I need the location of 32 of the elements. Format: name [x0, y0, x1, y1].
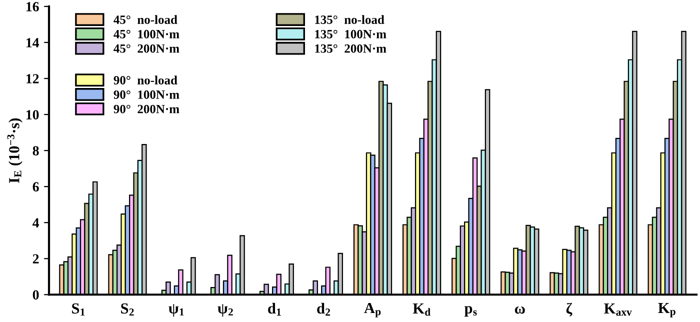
y-tick-label: 0: [32, 290, 39, 300]
x-tick-label: K$_{axv}$: [604, 303, 632, 316]
x-tick-label: ω: [514, 306, 525, 314]
y-tick-label: 16: [26, 2, 39, 12]
x-tick-label: S$_{2}$: [121, 303, 134, 316]
x-tick-label: S$_{1}$: [72, 303, 85, 316]
x-tick-label: K$_{d}$: [412, 303, 430, 316]
legend-label: 135° 200N·m: [315, 44, 386, 53]
y-axis-title: I$_{E}$ (10$^{−3}$·s): [7, 118, 22, 183]
y-tick-label: 10: [26, 110, 39, 120]
legend-label: 90° no-load: [114, 76, 178, 84]
x-tick-label: ψ$_{2}$: [218, 304, 233, 317]
y-tick-label: 14: [26, 38, 40, 48]
x-tick-label: ψ$_{1}$: [168, 304, 184, 317]
x-tick-label: d$_{1}$: [268, 302, 281, 316]
x-tick-label: d$_{2}$: [317, 302, 330, 316]
x-tick-label: K$_{p}$: [658, 302, 676, 318]
legend-label: 45° no-load: [114, 15, 178, 24]
legend-label: 90° 200N·m: [114, 104, 180, 114]
x-tick-label: p$_{s}$: [464, 306, 477, 317]
legend-label: 135° no-load: [315, 15, 384, 24]
legend-label: 45° 200N·m: [114, 44, 180, 53]
y-tick-label: 8: [32, 146, 39, 156]
y-tick-label: 12: [26, 74, 39, 84]
x-tick-label: A$_{p}$: [364, 302, 381, 318]
x-tick-label: ζ: [566, 302, 572, 316]
legend-label: 45° 100N·m: [114, 30, 180, 38]
legend-label: 135° 100N·m: [315, 30, 386, 38]
y-tick-label: 6: [32, 182, 39, 192]
legend-label: 90° 100N·m: [114, 90, 180, 99]
y-tick-label: 2: [32, 254, 39, 264]
y-tick-label: 4: [32, 218, 40, 228]
